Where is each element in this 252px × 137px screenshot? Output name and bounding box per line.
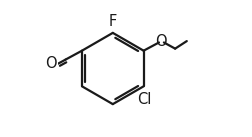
Text: F: F [108, 14, 116, 29]
Text: O: O [45, 56, 56, 71]
Text: Cl: Cl [137, 92, 151, 107]
Text: O: O [155, 34, 167, 49]
